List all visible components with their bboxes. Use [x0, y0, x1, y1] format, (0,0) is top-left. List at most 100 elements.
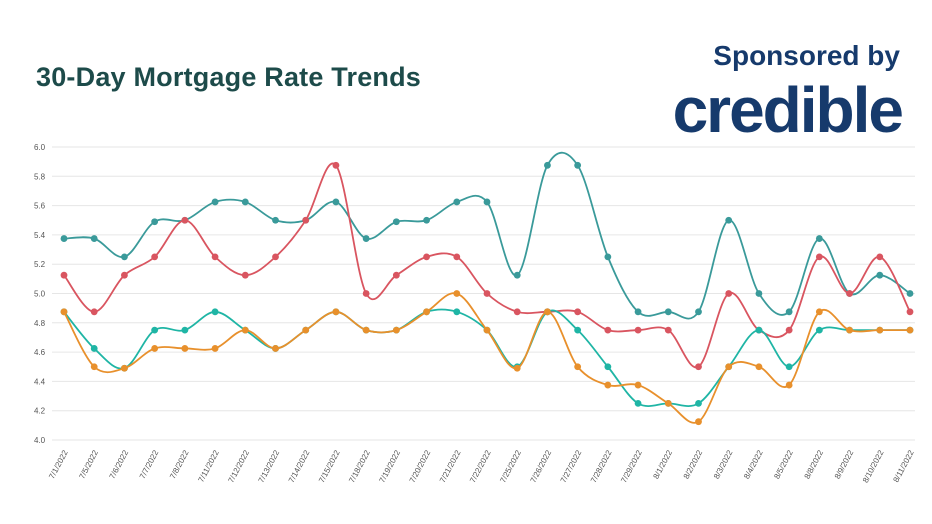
data-point — [60, 308, 68, 316]
data-point — [755, 290, 763, 297]
data-point — [181, 345, 189, 352]
data-point — [90, 345, 98, 352]
data-point — [60, 271, 68, 279]
data-point — [241, 271, 249, 279]
y-tick-label: 5.6 — [34, 202, 46, 211]
data-point — [151, 253, 159, 261]
y-tick-label: 5.2 — [34, 260, 46, 269]
x-tick-label: 8/9/2022 — [833, 448, 856, 480]
data-point — [60, 235, 68, 242]
data-point — [513, 364, 521, 372]
x-tick-label: 7/19/2022 — [377, 448, 402, 484]
data-point — [906, 308, 914, 316]
x-tick-label: 7/26/2022 — [529, 448, 554, 484]
data-point — [604, 381, 612, 389]
x-tick-label: 8/4/2022 — [742, 448, 765, 480]
y-tick-label: 4.8 — [34, 319, 46, 328]
x-tick-label: 8/10/2022 — [861, 448, 886, 484]
x-tick-label: 7/28/2022 — [589, 448, 614, 484]
x-tick-label: 7/7/2022 — [138, 448, 161, 480]
x-tick-label: 8/1/2022 — [651, 448, 674, 480]
data-point — [151, 345, 159, 352]
data-point — [725, 290, 733, 297]
y-axis-ticks: 6.0 5.8 5.6 5.4 5.2 5.0 4.8 4.6 4.4 4.2 4.0 — [34, 143, 46, 445]
data-point — [121, 271, 128, 279]
data-point — [846, 326, 853, 334]
x-tick-label: 8/5/2022 — [772, 448, 795, 480]
data-point — [695, 399, 702, 407]
x-tick-label: 7/27/2022 — [559, 448, 584, 484]
y-tick-label: 4.0 — [34, 436, 46, 445]
x-tick-label: 7/14/2022 — [287, 448, 312, 484]
chart-title: 30-Day Mortgage Rate Trends — [36, 62, 422, 92]
data-point — [151, 326, 159, 334]
y-tick-label: 5.4 — [34, 231, 46, 240]
x-tick-label: 7/1/2022 — [47, 448, 70, 480]
data-point — [785, 381, 793, 389]
data-point — [392, 218, 400, 226]
x-axis-ticks: 7/1/2022 7/5/2022 7/6/2022 7/7/2022 7/8/2022… — [47, 448, 916, 484]
data-point — [725, 363, 733, 371]
data-point — [695, 308, 702, 316]
data-point — [453, 290, 461, 297]
x-tick-label: 7/18/2022 — [347, 448, 372, 484]
data-point — [362, 290, 370, 297]
data-point — [815, 235, 823, 242]
data-point — [241, 326, 249, 334]
data-point — [272, 345, 279, 352]
series-1 — [60, 151, 914, 320]
x-tick-label: 8/8/2022 — [803, 448, 826, 480]
data-point — [90, 363, 98, 371]
data-point — [755, 363, 763, 371]
data-point — [302, 326, 310, 334]
data-point — [544, 308, 551, 316]
data-point — [785, 308, 793, 316]
x-tick-label: 7/29/2022 — [619, 448, 644, 484]
series-line — [63, 292, 910, 424]
x-tick-label: 7/25/2022 — [498, 448, 523, 484]
data-point — [604, 253, 612, 261]
data-point — [725, 216, 733, 224]
data-point — [815, 308, 823, 316]
data-point — [513, 271, 521, 279]
data-point — [785, 326, 793, 334]
data-point — [272, 216, 279, 224]
data-point — [362, 235, 370, 242]
series-lines — [60, 151, 914, 426]
data-point — [634, 326, 642, 334]
x-tick-label: 7/12/2022 — [226, 448, 251, 484]
data-point — [574, 161, 582, 169]
data-point — [90, 235, 98, 242]
x-tick-label: 7/13/2022 — [257, 448, 282, 484]
data-point — [362, 326, 370, 334]
data-point — [453, 308, 461, 316]
y-tick-label: 4.6 — [34, 348, 46, 357]
credible-logo: credible — [672, 74, 904, 146]
data-point — [906, 290, 914, 297]
data-point — [211, 253, 219, 261]
data-point — [634, 381, 642, 389]
series-line — [63, 162, 911, 369]
data-point — [483, 326, 491, 334]
data-point — [332, 308, 340, 316]
data-point — [574, 308, 582, 316]
data-point — [604, 326, 612, 334]
data-point — [604, 363, 612, 371]
data-point — [906, 326, 914, 334]
x-tick-label: 7/21/2022 — [438, 448, 463, 484]
x-tick-label: 7/22/2022 — [468, 448, 493, 484]
data-point — [664, 308, 672, 316]
data-point — [876, 326, 884, 334]
data-point — [483, 290, 491, 297]
y-tick-label: 4.4 — [34, 377, 46, 386]
data-point — [121, 253, 128, 261]
x-tick-label: 8/2/2022 — [682, 448, 705, 480]
sponsored-by-label: Sponsored by — [713, 40, 900, 71]
data-point — [181, 326, 189, 334]
data-point — [876, 271, 884, 279]
data-point — [423, 216, 430, 224]
data-point — [846, 290, 853, 297]
data-point — [211, 345, 219, 352]
series-4 — [60, 290, 914, 426]
data-point — [755, 326, 763, 334]
